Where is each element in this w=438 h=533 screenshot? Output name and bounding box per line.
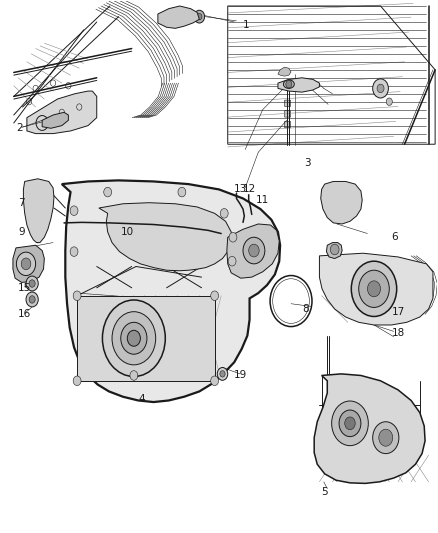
Circle shape: [330, 244, 339, 255]
Circle shape: [70, 247, 78, 256]
Circle shape: [386, 98, 392, 106]
Circle shape: [73, 291, 81, 301]
Circle shape: [21, 258, 31, 270]
Text: 8: 8: [302, 304, 309, 314]
Text: 9: 9: [18, 227, 25, 237]
Circle shape: [211, 291, 219, 301]
Polygon shape: [13, 245, 44, 282]
Polygon shape: [27, 91, 97, 134]
Circle shape: [104, 187, 112, 197]
FancyBboxPatch shape: [285, 111, 290, 117]
Circle shape: [127, 330, 141, 346]
Circle shape: [377, 84, 384, 93]
Circle shape: [332, 401, 368, 446]
Circle shape: [102, 300, 165, 376]
Circle shape: [29, 280, 35, 287]
Text: 13: 13: [234, 184, 247, 195]
Polygon shape: [158, 6, 199, 28]
Text: 6: 6: [392, 232, 398, 243]
Polygon shape: [278, 78, 319, 92]
FancyBboxPatch shape: [285, 122, 290, 128]
Circle shape: [373, 79, 389, 98]
Text: 15: 15: [18, 283, 32, 293]
Circle shape: [345, 417, 355, 430]
Text: 3: 3: [304, 158, 311, 168]
FancyBboxPatch shape: [285, 100, 290, 107]
Text: 12: 12: [243, 184, 256, 195]
Polygon shape: [321, 181, 362, 224]
Circle shape: [220, 208, 228, 218]
Ellipse shape: [283, 80, 294, 88]
Circle shape: [73, 376, 81, 385]
Circle shape: [229, 232, 237, 242]
Polygon shape: [62, 180, 280, 402]
Circle shape: [367, 281, 381, 297]
Polygon shape: [42, 112, 68, 128]
Circle shape: [197, 13, 202, 20]
Circle shape: [220, 370, 225, 377]
Circle shape: [194, 10, 205, 23]
Circle shape: [339, 410, 361, 437]
Circle shape: [178, 187, 186, 197]
Circle shape: [243, 237, 265, 264]
Circle shape: [211, 376, 219, 385]
Polygon shape: [326, 243, 342, 259]
Circle shape: [130, 370, 138, 380]
Circle shape: [70, 206, 78, 215]
Text: 7: 7: [18, 198, 25, 208]
Polygon shape: [99, 203, 231, 271]
Circle shape: [286, 80, 292, 88]
Circle shape: [16, 252, 35, 276]
Text: 2: 2: [16, 123, 23, 133]
Circle shape: [121, 322, 147, 354]
Circle shape: [228, 256, 236, 266]
Circle shape: [373, 422, 399, 454]
Polygon shape: [278, 67, 291, 76]
Text: 16: 16: [18, 309, 32, 319]
Text: 17: 17: [392, 306, 405, 317]
Polygon shape: [77, 296, 215, 381]
Circle shape: [379, 429, 393, 446]
Circle shape: [217, 368, 228, 380]
Circle shape: [351, 261, 397, 317]
Circle shape: [359, 270, 389, 308]
Text: 11: 11: [256, 195, 269, 205]
Text: 18: 18: [392, 328, 405, 338]
Polygon shape: [319, 253, 433, 325]
Polygon shape: [23, 179, 54, 243]
Text: 10: 10: [121, 227, 134, 237]
Text: 4: 4: [138, 394, 145, 405]
Circle shape: [26, 276, 38, 291]
Circle shape: [249, 244, 259, 257]
Circle shape: [29, 296, 35, 303]
Text: 5: 5: [321, 488, 328, 497]
Circle shape: [112, 312, 155, 365]
Text: 19: 19: [234, 370, 247, 381]
Polygon shape: [227, 224, 279, 278]
Text: 1: 1: [243, 20, 250, 30]
Polygon shape: [314, 374, 425, 483]
Circle shape: [26, 292, 38, 307]
